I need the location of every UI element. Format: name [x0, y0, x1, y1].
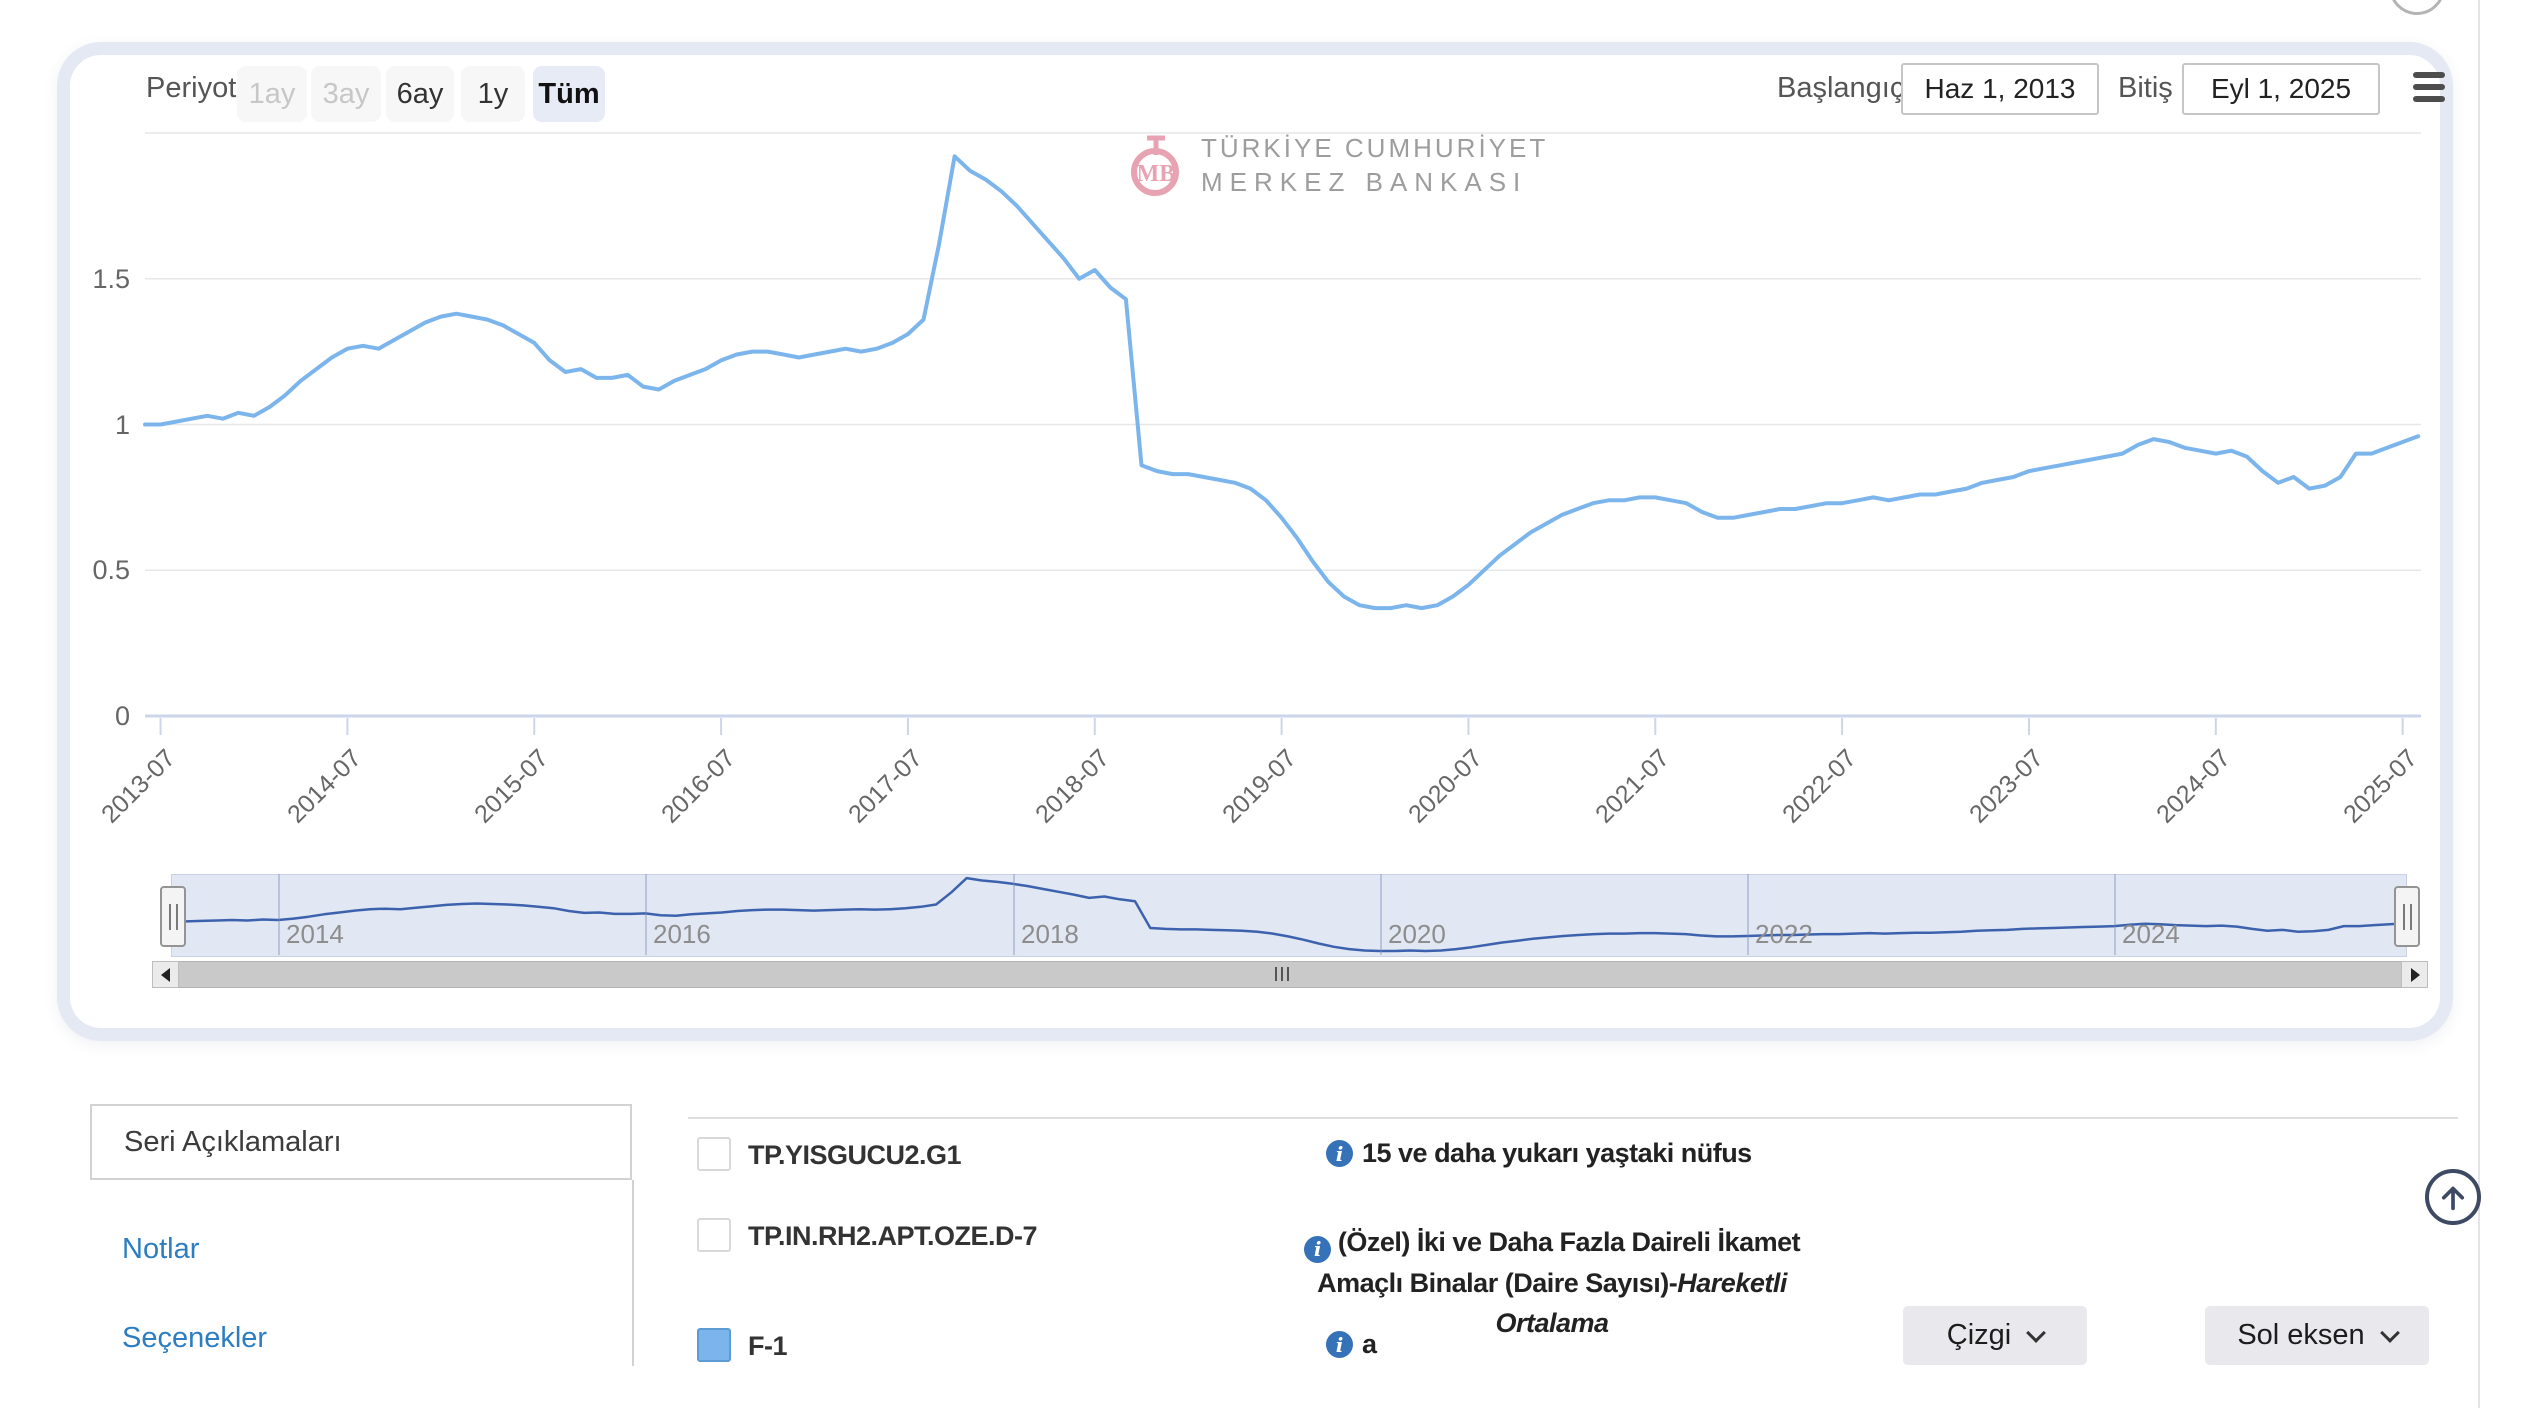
- navigator-gridline: [2114, 874, 2116, 955]
- chart-type-select[interactable]: Çizgi: [1903, 1306, 2087, 1365]
- tcmb-watermark: MB TÜRKİYE CUMHURİYET MERKEZ BANKASI: [1127, 131, 1548, 199]
- series1-checkbox[interactable]: [697, 1137, 731, 1171]
- scroll-top-partial-circle[interactable]: [2389, 0, 2445, 15]
- series1-info-icon[interactable]: i: [1326, 1140, 1353, 1167]
- watermark-line2: MERKEZ BANKASI: [1201, 166, 1528, 197]
- tcmb-emblem-icon: MB: [1131, 135, 1179, 196]
- series3-code: F-1: [748, 1331, 788, 1361]
- series2-code: TP.IN.RH2.APT.OZE.D-7: [748, 1221, 1038, 1251]
- end-date-label: Bitiş: [2118, 72, 2173, 104]
- navigator-year-label: 2020: [1388, 919, 1446, 949]
- tab-secenekler[interactable]: Seçenekler: [122, 1322, 268, 1354]
- y-axis-label: 1.5: [92, 263, 130, 294]
- scrollbar-right-button[interactable]: [2401, 961, 2428, 988]
- tab-seri-aciklamalari[interactable]: Seri Açıklamaları: [90, 1104, 632, 1180]
- up-arrow-icon: [2441, 1186, 2465, 1211]
- navigator-gridline: [1380, 874, 1382, 955]
- scrollbar-track[interactable]: [177, 961, 2401, 988]
- svg-text:MB: MB: [1137, 161, 1176, 187]
- axis-select[interactable]: Sol eksen: [2205, 1306, 2429, 1365]
- navigator-gridline: [1013, 874, 1015, 955]
- tab-panel: [90, 1180, 634, 1366]
- series1-code: TP.YISGUCU2.G1: [748, 1140, 962, 1170]
- start-date-label: Başlangıç: [1777, 72, 1905, 104]
- scroll-to-top-button[interactable]: [2425, 1169, 2481, 1225]
- y-axis-label: 0.5: [92, 555, 130, 586]
- y-axis-label: 0: [114, 701, 130, 731]
- series-list-divider: [688, 1117, 2458, 1119]
- navigator-year-label: 2016: [653, 919, 711, 949]
- period-button-1y[interactable]: 1y: [461, 66, 525, 122]
- period-button-3ay[interactable]: 3ay: [311, 66, 381, 122]
- period-label: Periyot: [146, 72, 237, 104]
- right-arrow-icon: [2410, 967, 2427, 982]
- navigator-year-label: 2014: [286, 919, 344, 949]
- chevron-down-icon: [2026, 1322, 2047, 1343]
- series2-description: i (Özel) İki ve Daha Fazla Daireli İkame…: [1282, 1222, 1822, 1343]
- series3-info-icon[interactable]: i: [1326, 1331, 1353, 1358]
- watermark-line1: TÜRKİYE CUMHURİYET: [1201, 132, 1549, 163]
- period-button-1ay[interactable]: 1ay: [237, 66, 307, 122]
- navigator-left-handle[interactable]: [160, 886, 186, 947]
- period-button-6ay[interactable]: 6ay: [386, 66, 454, 122]
- navigator-year-label: 2024: [2122, 919, 2180, 949]
- navigator-year-label: 2022: [1755, 919, 1813, 949]
- navigator-gridline: [645, 874, 647, 955]
- scrollbar-left-button[interactable]: [152, 961, 179, 988]
- start-date-input[interactable]: Haz 1, 2013: [1901, 63, 2099, 115]
- navigator-year-label: 2018: [1021, 919, 1079, 949]
- chevron-down-icon: [2379, 1322, 2400, 1343]
- navigator-gridline: [1747, 874, 1749, 955]
- series3-checkbox[interactable]: [697, 1328, 731, 1362]
- period-button-tum[interactable]: Tüm: [533, 66, 605, 122]
- series2-description-italic: Hareketli Ortalama: [1495, 1267, 1787, 1338]
- series1-description: 15 ve daha yukarı yaştaki nüfus: [1362, 1138, 1752, 1168]
- page-right-divider: [2478, 0, 2480, 1408]
- tab-notlar[interactable]: Notlar: [122, 1233, 200, 1265]
- end-date-input[interactable]: Eyl 1, 2025: [2182, 63, 2380, 115]
- navigator-gridline: [278, 874, 280, 955]
- navigator-mask[interactable]: [171, 874, 2407, 957]
- scrollbar-grip-icon[interactable]: [1275, 967, 1289, 981]
- chart-menu-icon[interactable]: [2413, 72, 2445, 108]
- left-arrow-icon: [154, 967, 170, 982]
- navigator-right-handle[interactable]: [2394, 886, 2420, 947]
- series2-info-icon[interactable]: i: [1303, 1235, 1331, 1263]
- series3-description: a: [1362, 1329, 1377, 1359]
- series2-checkbox[interactable]: [697, 1218, 731, 1252]
- y-axis-label: 1: [114, 409, 130, 440]
